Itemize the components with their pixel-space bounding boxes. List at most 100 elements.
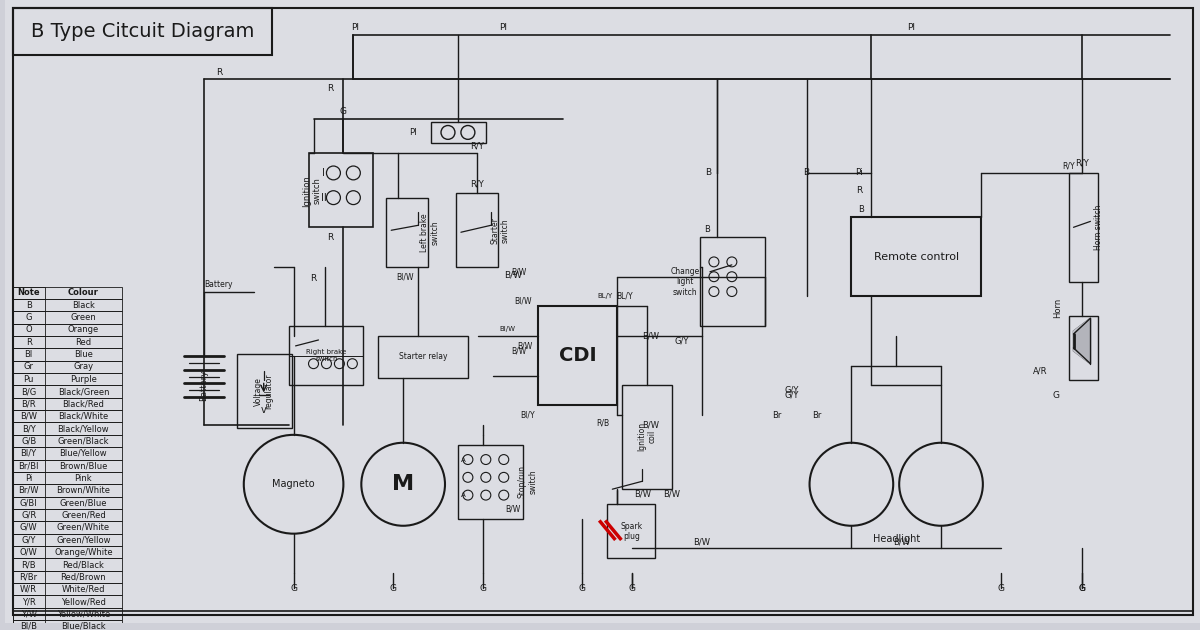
Text: M: M (392, 474, 414, 495)
Text: Red/Brown: Red/Brown (61, 573, 107, 581)
Text: Bl/Y: Bl/Y (20, 449, 37, 458)
Text: R: R (328, 84, 334, 93)
Text: Brown/White: Brown/White (56, 486, 110, 495)
Bar (13, 558, 122, 571)
Bar (13, 447, 122, 459)
Text: Bl/B: Bl/B (20, 622, 37, 630)
Text: Bl/W: Bl/W (514, 297, 532, 306)
Text: Horn: Horn (1054, 298, 1062, 319)
Bar (13, 509, 44, 521)
Text: Blue/Black: Blue/Black (61, 622, 106, 630)
Bar (13, 447, 44, 459)
Text: B/W: B/W (511, 346, 527, 355)
Text: PI: PI (499, 23, 506, 32)
Text: B/W: B/W (893, 537, 910, 546)
Text: G/Y: G/Y (785, 386, 799, 395)
Text: Blue: Blue (74, 350, 92, 359)
Text: G: G (340, 107, 347, 116)
Text: White/Red: White/Red (61, 585, 106, 593)
Bar (13, 608, 44, 620)
Bar (13, 311, 122, 324)
Text: CDI: CDI (559, 346, 596, 365)
Bar (13, 336, 122, 348)
Text: Magneto: Magneto (272, 479, 314, 490)
Text: Pu: Pu (24, 375, 34, 384)
Text: Voltage
regulator: Voltage regulator (254, 374, 274, 409)
Text: R/Y: R/Y (470, 142, 484, 151)
Text: Colour: Colour (68, 289, 98, 297)
Bar (13, 583, 44, 595)
Text: Spark
plug: Spark plug (620, 522, 642, 541)
Bar (13, 521, 122, 534)
Bar (13, 608, 122, 620)
Text: G: G (479, 583, 486, 593)
Text: G/W: G/W (20, 523, 37, 532)
Bar (13, 472, 44, 484)
Bar (289, 326, 364, 386)
Bar (13, 361, 122, 373)
Text: Purple: Purple (70, 375, 97, 384)
Bar (308, 153, 373, 227)
Bar (13, 496, 122, 509)
Text: R/B: R/B (596, 418, 608, 428)
Bar (13, 423, 122, 435)
Text: G: G (997, 583, 1004, 593)
Text: Battery: Battery (205, 280, 233, 289)
Bar (13, 620, 44, 630)
Text: B: B (25, 301, 31, 309)
Bar (386, 198, 428, 267)
Text: G: G (290, 583, 298, 593)
Text: B/W: B/W (642, 420, 659, 430)
Bar (623, 386, 672, 490)
Text: B Type Citcuit Diagram: B Type Citcuit Diagram (30, 22, 254, 41)
Bar (13, 546, 44, 558)
Text: Y/W: Y/W (20, 609, 37, 619)
Text: Right brake
switch: Right brake switch (306, 349, 347, 362)
Bar (13, 521, 44, 534)
Text: B/G: B/G (22, 387, 36, 396)
Bar (13, 571, 122, 583)
Bar (13, 558, 44, 571)
Text: B/W: B/W (505, 505, 521, 513)
Bar (13, 398, 44, 410)
Text: Ignition
switch: Ignition switch (302, 175, 322, 207)
Polygon shape (1074, 318, 1091, 364)
Text: Black: Black (72, 301, 95, 309)
Bar (607, 504, 655, 558)
Text: Left brake
switch: Left brake switch (420, 213, 439, 251)
Text: Green/Blue: Green/Blue (60, 498, 107, 507)
Text: Note: Note (17, 289, 40, 297)
Text: R/B: R/B (22, 560, 36, 569)
Text: B/W: B/W (634, 490, 650, 498)
Bar (13, 410, 44, 423)
Text: Blue/Yellow: Blue/Yellow (60, 449, 107, 458)
Bar (851, 217, 980, 297)
Bar (236, 354, 292, 428)
Text: B/W: B/W (664, 490, 680, 498)
Text: Yellow/White: Yellow/White (56, 609, 110, 619)
Text: Br: Br (812, 411, 821, 420)
Text: B/W: B/W (504, 270, 522, 279)
Text: Red/Black: Red/Black (62, 560, 104, 569)
Text: G: G (629, 583, 636, 593)
Text: G/Y: G/Y (785, 391, 799, 400)
Text: B: B (858, 205, 864, 214)
Polygon shape (1074, 318, 1091, 364)
Text: G/B: G/B (22, 437, 36, 445)
Text: Remote control: Remote control (874, 252, 959, 262)
Text: Bl/W: Bl/W (499, 326, 516, 332)
Bar (13, 571, 44, 583)
Text: PI: PI (409, 128, 416, 137)
Bar (13, 287, 122, 299)
Bar (458, 445, 523, 519)
Bar (13, 509, 122, 521)
Text: I: I (322, 168, 325, 178)
Bar (13, 398, 122, 410)
Text: R: R (857, 186, 863, 195)
Bar (13, 484, 122, 496)
Text: HIGH RPM
RACER: HIGH RPM RACER (137, 232, 550, 381)
Text: Br/Bl: Br/Bl (18, 461, 38, 470)
Bar (13, 299, 122, 311)
Text: Bl: Bl (24, 350, 32, 359)
Text: Green/Red: Green/Red (61, 511, 106, 520)
